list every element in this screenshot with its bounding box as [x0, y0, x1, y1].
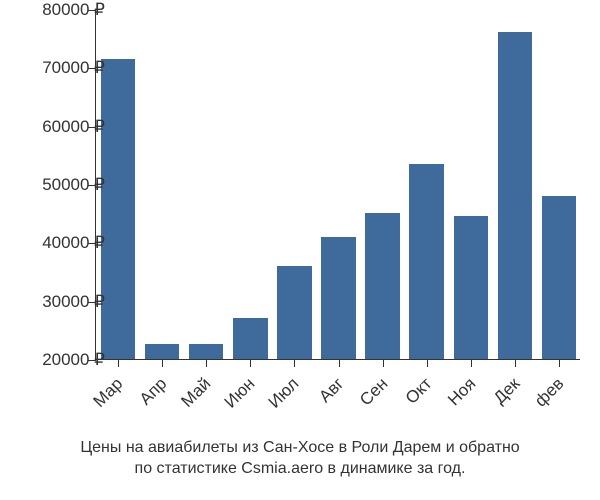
- caption-line-1: Цены на авиабилеты из Сан-Хосе в Роли Да…: [0, 437, 600, 459]
- x-tick: [294, 359, 295, 367]
- x-axis-label: Май: [178, 374, 216, 412]
- plot-area: [95, 10, 580, 360]
- x-tick: [250, 359, 251, 367]
- x-axis-label: Ноя: [444, 374, 480, 410]
- x-tick: [559, 359, 560, 367]
- y-axis-label: 20000 ₽: [42, 350, 105, 370]
- x-axis-label: Мар: [90, 374, 128, 412]
- bar: [321, 237, 355, 360]
- x-tick: [427, 359, 428, 367]
- bar: [409, 164, 443, 359]
- x-axis-label: Июл: [265, 374, 304, 413]
- price-chart: [95, 10, 580, 360]
- y-axis-label: 40000 ₽: [42, 233, 105, 253]
- x-axis-label: Сен: [356, 374, 392, 410]
- bar: [189, 344, 223, 359]
- bar: [101, 59, 135, 359]
- x-axis-label: Апр: [136, 374, 171, 409]
- bar: [454, 216, 488, 359]
- bar: [145, 344, 179, 359]
- y-axis-label: 70000 ₽: [42, 58, 105, 78]
- x-axis-label: Авг: [315, 374, 348, 407]
- y-axis-label: 50000 ₽: [42, 175, 105, 195]
- bar: [498, 32, 532, 359]
- x-tick: [118, 359, 119, 367]
- y-axis-label: 30000 ₽: [42, 292, 105, 312]
- chart-caption: Цены на авиабилеты из Сан-Хосе в Роли Да…: [0, 437, 600, 480]
- x-axis-label: Июн: [221, 374, 259, 412]
- x-tick: [339, 359, 340, 367]
- y-axis-label: 80000 ₽: [42, 0, 105, 20]
- x-axis-label: Дек: [490, 374, 524, 408]
- bar: [542, 196, 576, 359]
- x-tick: [471, 359, 472, 367]
- x-tick: [162, 359, 163, 367]
- x-tick: [383, 359, 384, 367]
- y-axis-label: 60000 ₽: [42, 117, 105, 137]
- bar: [233, 318, 267, 359]
- x-tick: [515, 359, 516, 367]
- bar: [277, 266, 311, 359]
- bar: [365, 213, 399, 359]
- caption-line-2: по статистике Csmia.aero в динамике за г…: [0, 458, 600, 480]
- x-axis-label: Окт: [401, 374, 435, 408]
- x-axis-label: фев: [531, 374, 568, 411]
- x-tick: [206, 359, 207, 367]
